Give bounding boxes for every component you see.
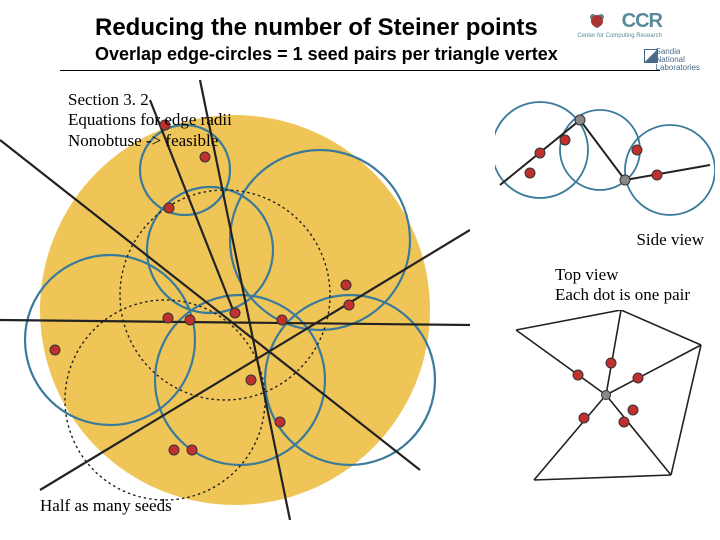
section-text: Section 3. 2 Equations for edge radii No… xyxy=(68,90,232,151)
ccr-subtitle: Center for Computing Research xyxy=(577,33,662,39)
top-view-line2: Each dot is one pair xyxy=(555,285,690,305)
top-view-diagram xyxy=(506,310,706,490)
side-view-diagram xyxy=(495,75,715,235)
sandia-line3: Laboratories xyxy=(656,63,700,72)
ccr-icon xyxy=(591,15,603,27)
section-line3: Nonobtuse -> feasible xyxy=(68,131,232,151)
page-title: Reducing the number of Steiner points xyxy=(95,14,538,42)
top-view-line1: Top view xyxy=(555,265,690,285)
section-line1: Section 3. 2 xyxy=(68,90,232,110)
section-line2: Equations for edge radii xyxy=(68,110,232,130)
side-view-label: Side view xyxy=(636,230,704,250)
half-seeds-label: Half as many seeds xyxy=(40,496,172,516)
ccr-logo: CCR xyxy=(622,10,662,33)
top-view-label: Top view Each dot is one pair xyxy=(555,265,690,306)
sandia-label: Sandia National Laboratories xyxy=(656,48,700,72)
